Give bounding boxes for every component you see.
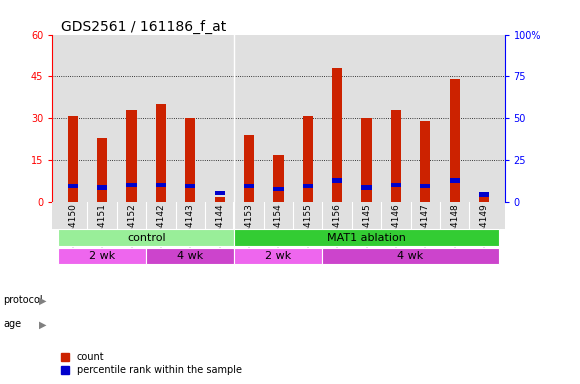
Bar [303, 116, 313, 202]
Bar [126, 183, 137, 187]
Legend: count, percentile rank within the sample: count, percentile rank within the sample [57, 348, 245, 379]
Bar [420, 184, 430, 188]
Bar [273, 155, 284, 202]
Text: GSM154154: GSM154154 [274, 204, 283, 258]
Bar [244, 184, 254, 188]
Text: GDS2561 / 161186_f_at: GDS2561 / 161186_f_at [61, 20, 227, 33]
Text: GSM154145: GSM154145 [362, 204, 371, 258]
Text: GSM154143: GSM154143 [186, 204, 195, 258]
Bar [156, 104, 166, 202]
Text: GSM154149: GSM154149 [480, 204, 488, 258]
Text: GSM154150: GSM154150 [68, 204, 77, 258]
Bar [185, 118, 195, 202]
Bar [361, 185, 372, 190]
Text: ▶: ▶ [39, 319, 47, 329]
Bar [97, 138, 107, 202]
Text: GSM154155: GSM154155 [303, 204, 312, 258]
Bar [332, 68, 342, 202]
Text: GSM154151: GSM154151 [97, 204, 107, 258]
Text: GSM154144: GSM154144 [215, 204, 224, 258]
Bar [156, 183, 166, 187]
Bar [361, 118, 372, 202]
Bar [479, 192, 489, 197]
Bar [68, 116, 78, 202]
Bar [58, 248, 146, 264]
Bar [420, 121, 430, 202]
Bar [97, 185, 107, 190]
Bar [58, 230, 234, 246]
Bar [68, 184, 78, 188]
Bar [391, 183, 401, 187]
Bar [303, 184, 313, 188]
Text: GSM154147: GSM154147 [420, 204, 430, 258]
Bar [479, 197, 489, 202]
Text: control: control [127, 233, 165, 243]
Text: ▶: ▶ [39, 295, 47, 305]
Text: GSM154152: GSM154152 [127, 204, 136, 258]
Text: GSM154148: GSM154148 [450, 204, 459, 258]
Text: GSM154146: GSM154146 [392, 204, 400, 258]
Bar [126, 110, 137, 202]
Text: 2 wk: 2 wk [265, 251, 292, 261]
Bar [450, 179, 460, 183]
Bar [391, 110, 401, 202]
Bar [450, 79, 460, 202]
Text: 4 wk: 4 wk [177, 251, 204, 261]
Text: GSM154142: GSM154142 [157, 204, 165, 258]
Bar [185, 184, 195, 188]
Text: age: age [3, 319, 21, 329]
Text: GSM154153: GSM154153 [245, 204, 253, 258]
Bar [332, 179, 342, 183]
Text: GSM154156: GSM154156 [333, 204, 342, 258]
Bar [273, 187, 284, 191]
Bar [215, 191, 225, 195]
Bar [234, 230, 499, 246]
Text: protocol: protocol [3, 295, 42, 305]
Text: 2 wk: 2 wk [89, 251, 115, 261]
Bar [146, 248, 234, 264]
Text: MAT1 ablation: MAT1 ablation [327, 233, 406, 243]
Bar [234, 248, 322, 264]
Bar [322, 248, 499, 264]
Bar [215, 197, 225, 202]
Bar [244, 135, 254, 202]
Text: 4 wk: 4 wk [397, 251, 424, 261]
